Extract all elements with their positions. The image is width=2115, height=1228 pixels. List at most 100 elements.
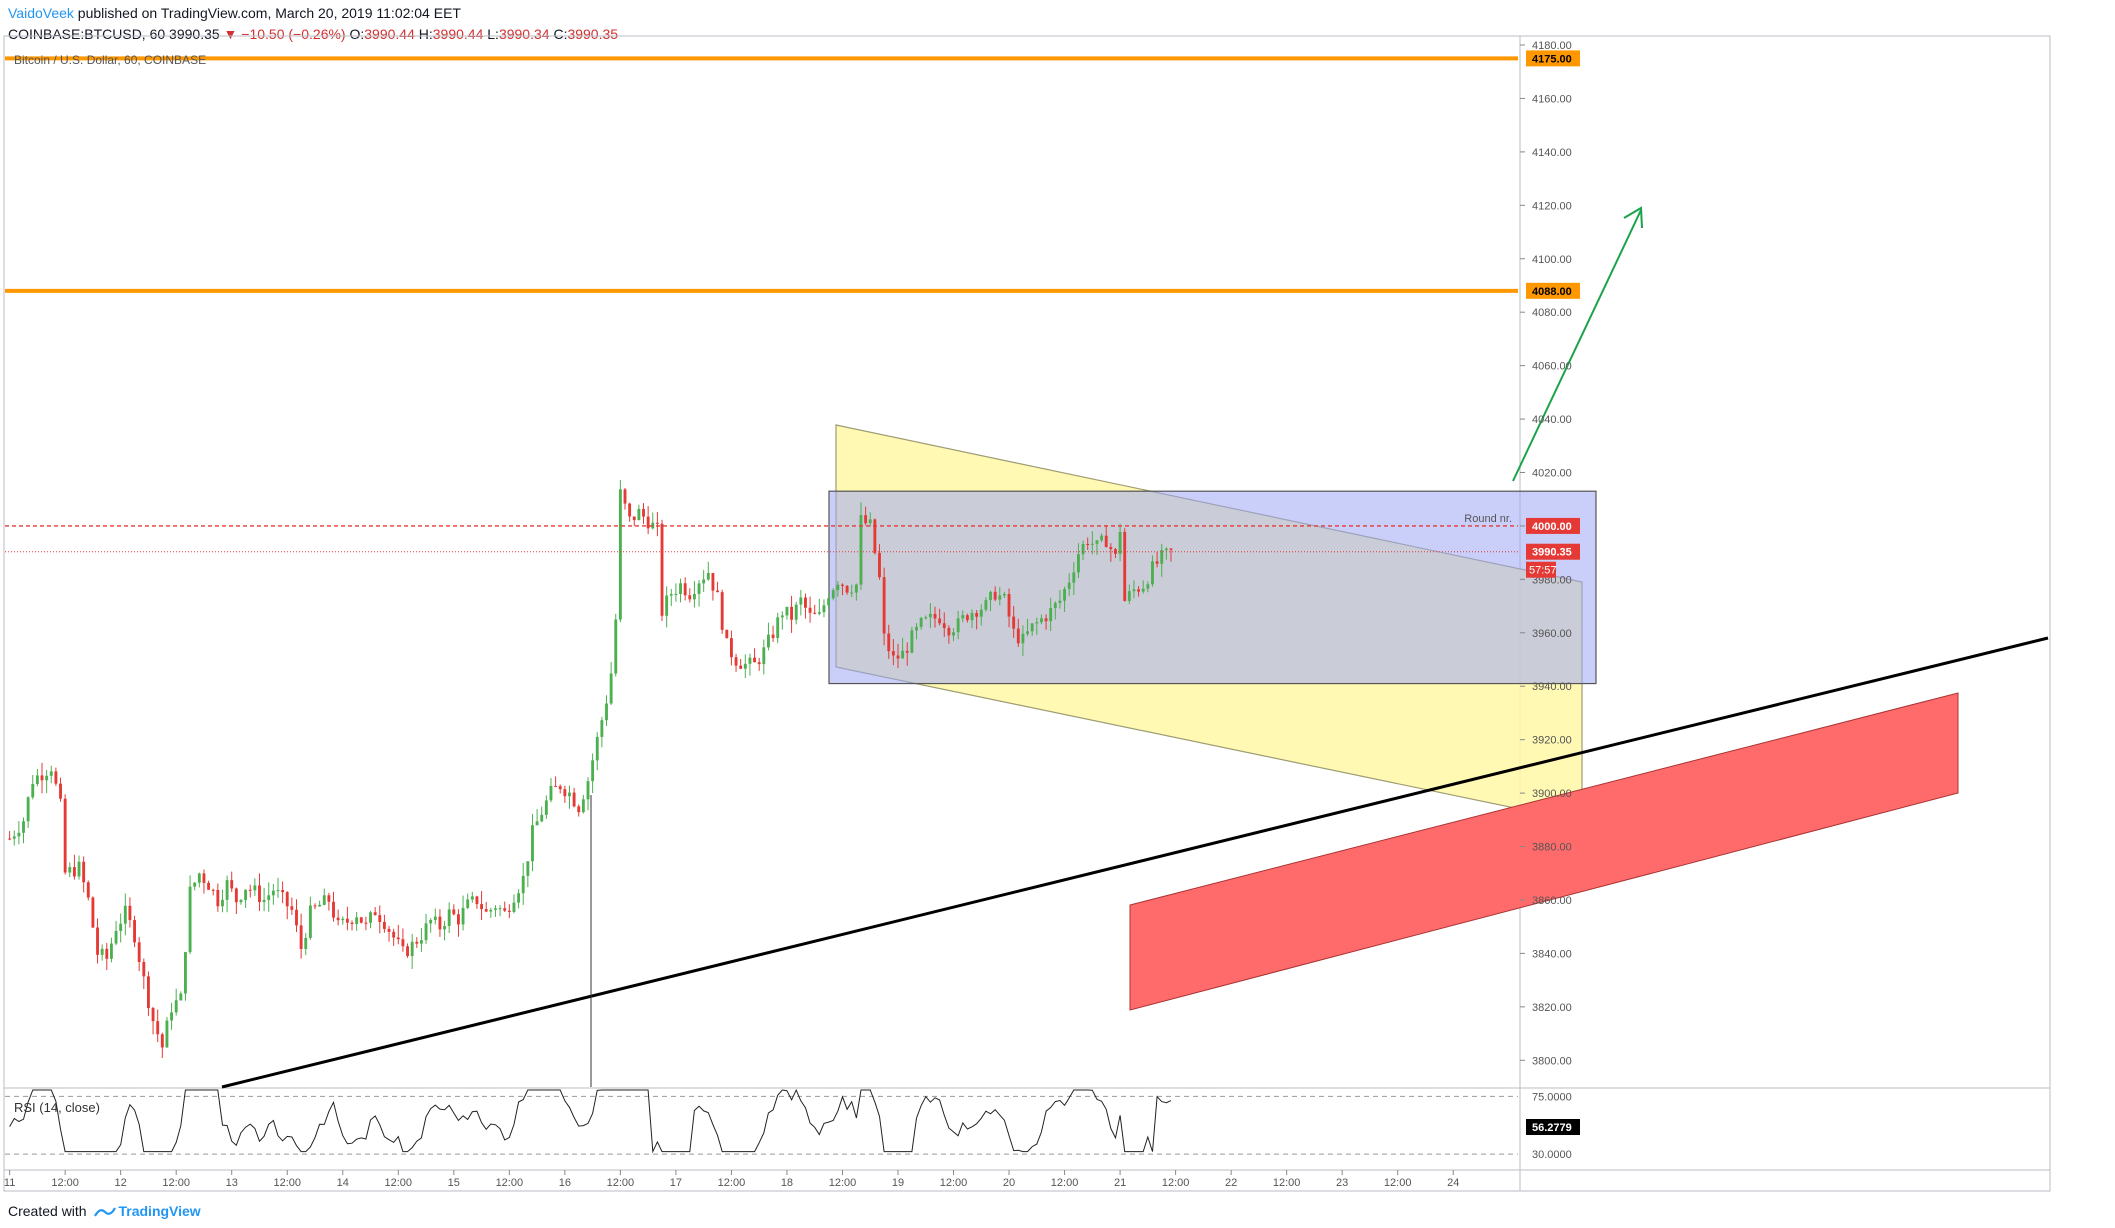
time-tick-label: 12 <box>115 1177 127 1189</box>
candle-body <box>808 607 812 613</box>
chart-frame <box>3 35 2051 1192</box>
time-tick-label: 16 <box>559 1177 571 1189</box>
time-tick-label: 15 <box>448 1177 460 1189</box>
candle-body <box>1086 544 1090 546</box>
candle-body <box>8 838 12 840</box>
candle-body <box>438 916 442 930</box>
candle-body <box>457 914 460 925</box>
candle-body <box>933 613 937 619</box>
candle-body <box>299 925 303 949</box>
time-tick-label: 13 <box>226 1177 238 1189</box>
candle-body <box>364 922 368 924</box>
time-tick-label: 12:00 <box>607 1177 635 1189</box>
candle-body <box>1169 548 1173 550</box>
price-tick-label: 3900.00 <box>1532 788 1572 800</box>
candle-body <box>285 892 289 907</box>
candle-body <box>748 657 752 664</box>
candle-body <box>637 508 641 521</box>
candle-body <box>915 626 918 631</box>
candle-body <box>271 890 275 896</box>
candle-body <box>114 930 118 944</box>
candle-body <box>137 942 141 962</box>
candle-body <box>45 775 49 781</box>
price-tick-label: 4180.00 <box>1532 40 1572 52</box>
ohlc-line: COINBASE:BTCUSD, 60 3990.35 ▼ −10.50 (−0… <box>8 26 618 42</box>
candle-body <box>757 662 761 665</box>
time-tick-label: 12:00 <box>1384 1177 1412 1189</box>
candle-body <box>165 1020 169 1048</box>
candle-body <box>123 905 127 924</box>
candle-body <box>674 594 678 596</box>
level-badge-4175-bg <box>1526 50 1580 67</box>
candle-body <box>743 663 747 669</box>
candle-body <box>785 606 789 616</box>
time-tick-label: 12:00 <box>940 1177 968 1189</box>
candle-body <box>82 861 86 883</box>
time-tick-label: 12:00 <box>273 1177 301 1189</box>
candle-body <box>970 613 974 621</box>
candle-body <box>804 597 807 608</box>
price-tick-label: 3960.00 <box>1532 628 1572 640</box>
candle-body <box>96 927 99 955</box>
time-tick-label: 12:00 <box>51 1177 79 1189</box>
candle-body <box>1016 628 1020 644</box>
candle-body <box>230 880 234 889</box>
rsi-value-bg <box>1526 1119 1580 1135</box>
candle-body <box>109 943 113 959</box>
last-price-badge: 3990.35 <box>1532 547 1572 559</box>
candle-body <box>1021 633 1025 644</box>
candle-body <box>965 615 969 621</box>
price-tick-label: 3820.00 <box>1532 1002 1572 1014</box>
price-tick-label: 3840.00 <box>1532 948 1572 960</box>
candle-body <box>225 880 229 900</box>
candle-body <box>591 760 595 782</box>
candle-body <box>563 789 567 797</box>
candle-body <box>221 899 224 907</box>
candle-body <box>433 916 437 920</box>
candle-body <box>535 821 539 826</box>
tradingview-brand[interactable]: TradingView <box>118 1203 201 1219</box>
candle-body <box>771 634 775 639</box>
price-tick-label: 3860.00 <box>1532 895 1572 907</box>
candle-body <box>841 584 844 586</box>
candle-body <box>396 937 400 940</box>
candle-body <box>577 806 581 813</box>
price-tick-label: 4080.00 <box>1532 307 1572 319</box>
candle-body <box>568 792 571 797</box>
candle-body <box>72 867 76 877</box>
price-tick-label: 3800.00 <box>1532 1055 1572 1067</box>
candle-body <box>905 650 909 653</box>
candle-body <box>406 946 409 957</box>
candle-body <box>415 941 419 944</box>
price-tick-label: 4100.00 <box>1532 254 1572 266</box>
price-tick-label: 4160.00 <box>1532 93 1572 105</box>
candle-body <box>729 638 733 658</box>
candle-body <box>313 905 317 907</box>
level-badge-4088: 4088.00 <box>1532 286 1572 298</box>
candle-body <box>979 609 983 617</box>
candle-body <box>989 591 992 601</box>
time-tick-label: 12:00 <box>718 1177 746 1189</box>
candle-body <box>91 897 95 928</box>
candle-body <box>1104 535 1108 548</box>
candle-body <box>952 632 955 636</box>
candle-body <box>1090 543 1094 545</box>
candle-body <box>373 912 377 916</box>
candle-body <box>688 595 692 600</box>
candle-body <box>345 918 349 923</box>
candle-body <box>924 617 928 619</box>
candle-body <box>1132 589 1136 592</box>
price-tick-label: 4040.00 <box>1532 414 1572 426</box>
time-tick-label: 12:00 <box>1051 1177 1079 1189</box>
price-tick-label: 4020.00 <box>1532 467 1572 479</box>
author-link[interactable]: VaidoVeek <box>8 5 74 21</box>
candle-body <box>822 605 826 613</box>
candle-body <box>258 885 261 903</box>
candle-body <box>632 516 636 521</box>
level-badge-4088-bg <box>1526 282 1580 299</box>
candle-body <box>1035 622 1039 624</box>
candle-body <box>901 650 905 659</box>
arrow-head-icon <box>1623 206 1643 229</box>
candle-body <box>1039 618 1043 623</box>
